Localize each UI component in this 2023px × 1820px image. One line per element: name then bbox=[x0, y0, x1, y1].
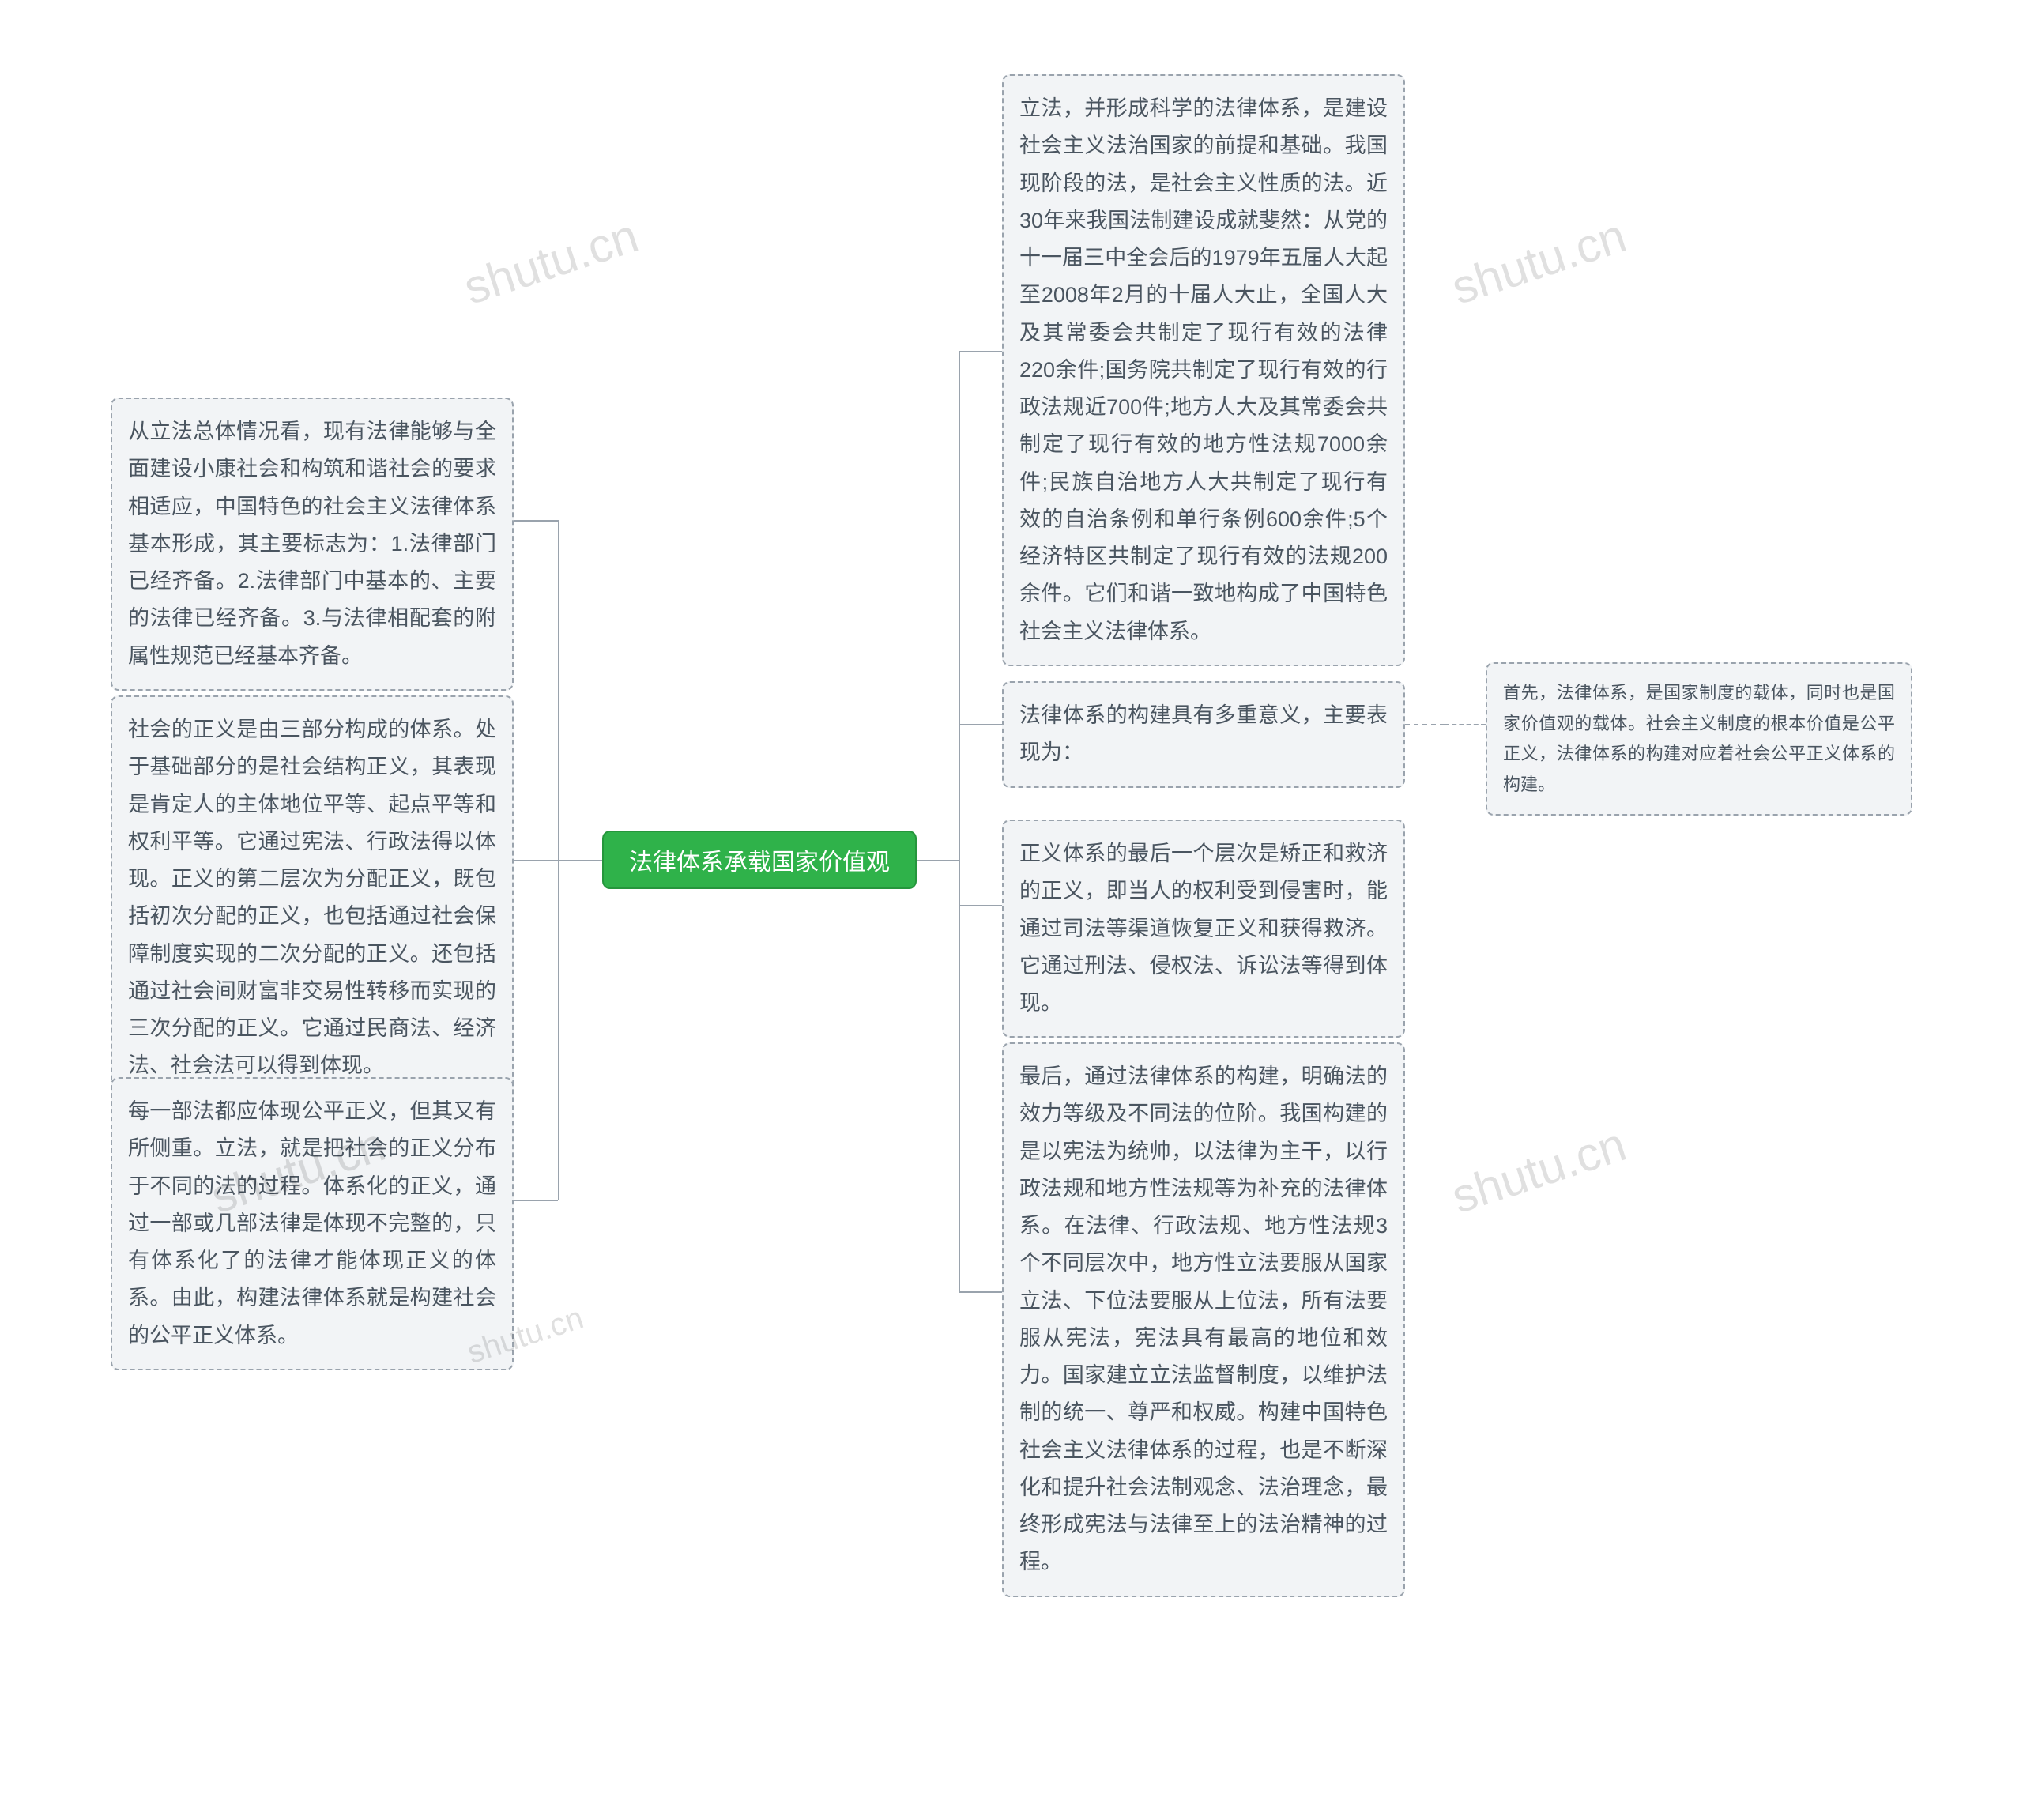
watermark: shutu.cn bbox=[1445, 1117, 1633, 1224]
watermark: shutu.cn bbox=[1445, 208, 1633, 315]
sub-node-1: 首先，法律体系，是国家制度的载体，同时也是国家价值观的载体。社会主义制度的根本价… bbox=[1486, 662, 1912, 816]
left-node-1: 从立法总体情况看，现有法律能够与全面建设小康社会和构筑和谐社会的要求相适应，中国… bbox=[111, 398, 514, 691]
right-node-4: 最后，通过法律体系的构建，明确法的效力等级及不同法的位阶。我国构建的是以宪法为统… bbox=[1002, 1042, 1405, 1597]
right-node-2: 法律体系的构建具有多重意义，主要表现为： bbox=[1002, 681, 1405, 788]
right-node-1: 立法，并形成科学的法律体系，是建设社会主义法治国家的前提和基础。我国现阶段的法，… bbox=[1002, 74, 1405, 666]
left-node-2: 社会的正义是由三部分构成的体系。处于基础部分的是社会结构正义，其表现是肯定人的主… bbox=[111, 695, 514, 1101]
center-node: 法律体系承载国家价值观 bbox=[602, 831, 917, 889]
watermark: shutu.cn bbox=[458, 208, 645, 315]
right-node-3: 正义体系的最后一个层次是矫正和救济的正义，即当人的权利受到侵害时，能通过司法等渠… bbox=[1002, 820, 1405, 1038]
left-node-3: 每一部法都应体现公平正义，但其又有所侧重。立法，就是把社会的正义分布于不同的法的… bbox=[111, 1077, 514, 1370]
